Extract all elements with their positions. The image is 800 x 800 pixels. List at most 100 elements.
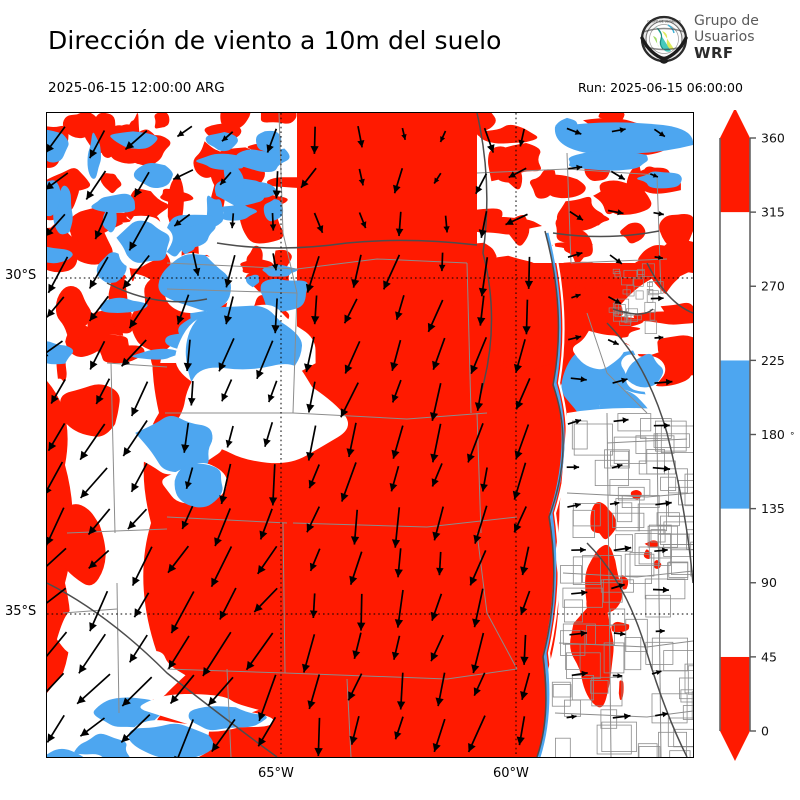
page-title: Dirección de viento a 10m del suelo — [48, 26, 502, 55]
wind-arrow — [170, 591, 195, 634]
wind-arrow — [218, 338, 235, 372]
admin-border — [116, 582, 120, 714]
shading-region — [96, 252, 127, 284]
wind-arrow — [567, 251, 583, 259]
wind-arrow — [47, 340, 63, 357]
wind-arrow — [88, 256, 109, 289]
wind-arrow — [225, 425, 234, 448]
shading-region — [123, 188, 169, 225]
wind-arrow — [88, 549, 110, 570]
district-cell — [679, 677, 693, 700]
admin-border — [110, 362, 116, 534]
wind-arrow — [391, 425, 404, 459]
district-cell — [609, 608, 626, 626]
shading-region — [559, 316, 590, 329]
wind-arrow — [176, 125, 193, 138]
district-cell — [647, 282, 653, 287]
coastline — [552, 230, 660, 238]
district-cell — [657, 533, 690, 549]
wind-arrow — [390, 339, 402, 372]
wind-arrow — [47, 422, 66, 452]
shading-region — [99, 345, 145, 364]
wind-arrow — [120, 339, 147, 367]
wind-arrow — [221, 131, 234, 142]
district-cell — [645, 641, 674, 665]
shading-region — [574, 267, 612, 290]
shading-region — [618, 680, 624, 701]
shading-region — [99, 297, 148, 313]
shading-region — [447, 284, 487, 307]
wind-arrow-layer — [47, 125, 673, 757]
wind-arrow — [311, 295, 320, 325]
colorbar-tick-label: 225 — [761, 353, 785, 368]
wind-arrow — [47, 213, 66, 236]
wind-arrow — [305, 255, 320, 293]
district-cell — [594, 459, 629, 486]
map-plot-area[interactable] — [46, 112, 694, 758]
shading-region — [110, 131, 158, 149]
wind-arrow — [85, 170, 107, 200]
shading-region — [154, 113, 170, 129]
colorbar[interactable]: 0 45 90 135 180 225 270 315 360 ° — [708, 110, 798, 764]
wind-arrow — [439, 130, 447, 143]
district-cell — [660, 425, 693, 454]
wind-arrow — [344, 340, 361, 374]
shading-region — [659, 214, 693, 250]
wind-arrow — [340, 462, 357, 502]
wind-arrow — [515, 378, 531, 410]
wind-arrow — [393, 167, 404, 194]
shading-region — [273, 249, 292, 268]
wind-arrow — [271, 253, 279, 271]
colorbar-extend-bottom — [720, 731, 750, 761]
direction-shading-layer — [47, 113, 693, 757]
district-cell — [678, 479, 693, 506]
colorbar-units-label: ° — [790, 432, 795, 442]
wind-arrow — [304, 336, 315, 373]
shading-region — [473, 113, 496, 136]
district-cell — [572, 556, 601, 585]
wind-arrow — [613, 417, 629, 424]
wind-arrow — [432, 718, 446, 753]
district-cell — [680, 689, 693, 703]
wind-arrow — [173, 213, 191, 227]
wind-arrow — [568, 164, 583, 171]
shading-region — [552, 242, 593, 253]
admin-border — [466, 262, 472, 414]
wind-arrow — [167, 635, 190, 670]
shading-region — [111, 314, 136, 334]
wind-arrow — [473, 672, 486, 697]
wind-arrow — [394, 548, 403, 578]
shading-region — [74, 733, 130, 757]
district-cell — [625, 618, 648, 652]
wind-arrow — [654, 378, 673, 386]
coastline — [106, 282, 208, 303]
shading-region — [220, 113, 251, 131]
globe-emblem-icon: GRUPO DE USUARIOS — [640, 15, 688, 64]
shading-region — [634, 257, 693, 279]
district-cell — [687, 665, 693, 695]
wind-arrow — [47, 547, 67, 567]
district-cell — [614, 271, 621, 278]
wind-arrow — [263, 421, 274, 447]
wind-arrow — [95, 378, 111, 405]
wind-arrow — [467, 422, 484, 463]
district-cell — [617, 486, 645, 501]
district-cell — [668, 468, 688, 494]
shading-region — [653, 559, 662, 569]
admin-border — [284, 668, 518, 680]
wind-arrow — [427, 299, 444, 333]
colorbar-tick-label: 270 — [761, 279, 785, 294]
wind-arrow — [391, 507, 401, 548]
district-cell — [645, 594, 671, 618]
wind-arrow — [256, 545, 278, 575]
wind-arrow — [571, 547, 586, 553]
wind-arrow — [313, 212, 324, 234]
wind-arrow — [224, 254, 236, 288]
lon-label-60w: 60°W — [493, 766, 529, 781]
shading-region — [266, 177, 318, 188]
wind-arrow — [256, 340, 274, 380]
shading-region — [235, 148, 290, 173]
shading-region — [586, 592, 594, 612]
wind-arrow — [508, 167, 527, 179]
wind-arrow — [94, 211, 108, 240]
